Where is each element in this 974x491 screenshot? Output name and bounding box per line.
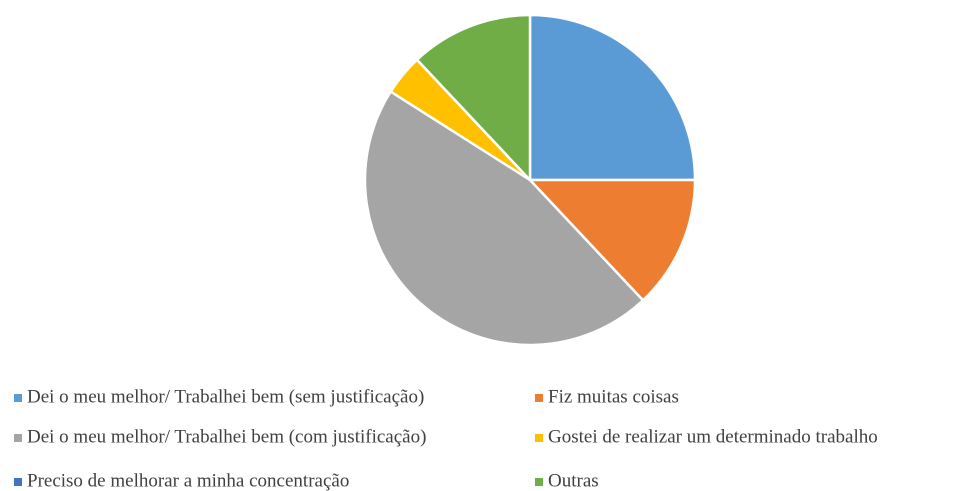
legend-label: Dei o meu melhor/ Trabalhei bem (sem jus… xyxy=(27,386,424,407)
legend-label: Gostei de realizar um determinado trabal… xyxy=(548,426,878,447)
legend-swatch xyxy=(14,478,22,486)
legend-label: Dei o meu melhor/ Trabalhei bem (com jus… xyxy=(27,426,426,447)
legend-swatch xyxy=(14,394,22,402)
pie-slice xyxy=(415,13,532,182)
legend-swatch xyxy=(14,434,22,442)
legend-swatch xyxy=(535,478,543,486)
pie-slice xyxy=(528,13,697,182)
legend-label: Fiz muitas coisas xyxy=(548,386,679,407)
pie-slice xyxy=(363,90,645,347)
legend-swatch xyxy=(535,394,543,402)
legend-label: Outras xyxy=(548,470,599,491)
legend-swatch xyxy=(535,434,543,442)
pie-slice xyxy=(528,178,697,302)
legend-label: Preciso de melhorar a minha concentração xyxy=(27,470,349,491)
